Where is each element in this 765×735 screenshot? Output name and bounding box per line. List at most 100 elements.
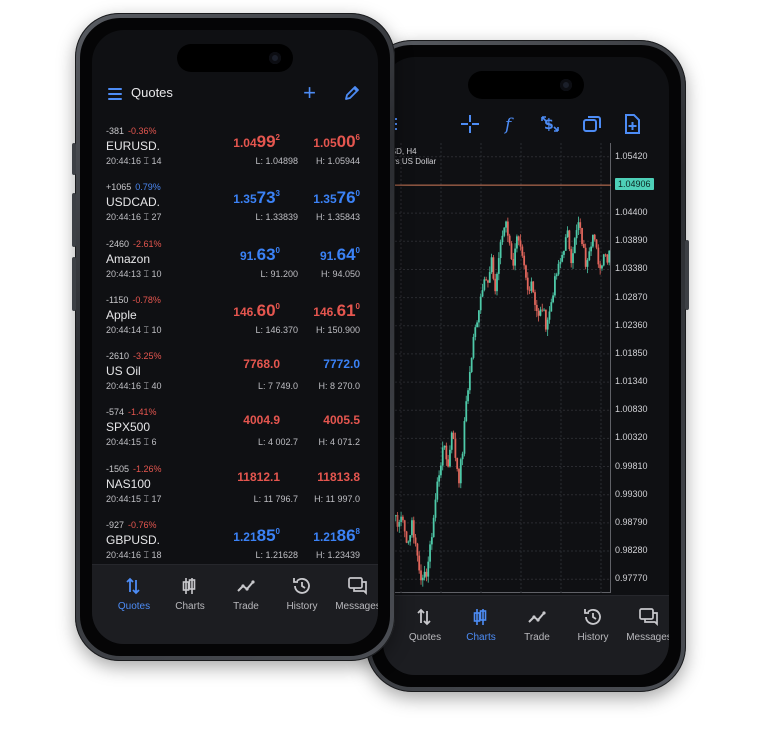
quote-row[interactable]: -2610 -3.25% US Oil 20:44:16 ⌶ 40 7768.0 7772… [92, 347, 378, 403]
quote-row[interactable]: -1505 -1.26% NAS100 20:44:15 ⌶ 17 11812.1 118… [92, 460, 378, 516]
tab-history[interactable]: History [274, 575, 330, 612]
tab-charts[interactable]: Charts [162, 575, 218, 612]
tab-trade[interactable]: Trade [218, 575, 274, 612]
messages-icon [621, 606, 669, 628]
candle-up [559, 261, 562, 264]
price-tick-label: 1.00320 [615, 432, 648, 443]
price-tick-label: 1.01340 [615, 376, 648, 387]
quote-row[interactable]: -381 -0.36% EURUSD. 20:44:16 ⌶ 14 1.04992 1.0… [92, 122, 378, 178]
price-tick-label: 1.02360 [615, 319, 648, 330]
tab-label: History [286, 601, 318, 612]
symbol-name: USDCAD. [106, 195, 161, 210]
new-order-icon[interactable] [621, 113, 643, 135]
phone-quotes: Quotes + -381 -0.36% EURUSD. 20:44:16 ⌶ 14 1… [72, 13, 395, 661]
candle-up [497, 258, 500, 274]
dollar-arrows-icon[interactable]: $ [539, 113, 561, 135]
candle-down [492, 257, 495, 279]
candles-icon [162, 575, 218, 597]
change-info: -381 -0.36% [106, 126, 157, 136]
tab-trade[interactable]: Trade [509, 606, 565, 643]
change-points: -927 [106, 520, 125, 531]
quotes-tab-bar: Quotes Charts Trade History Messages [92, 564, 378, 644]
change-percent: -2.61% [133, 238, 162, 249]
function-icon[interactable]: f [499, 113, 521, 135]
ask-price-pips: 00 [336, 132, 356, 151]
candle-down [537, 311, 540, 316]
candle-up [436, 481, 439, 500]
quote-row[interactable]: -927 -0.76% GBPUSD. 20:44:16 ⌶ 18 1.21850 1.2… [92, 516, 378, 572]
candle-down [525, 265, 527, 278]
current-price-tag: 1.04906 [615, 178, 654, 191]
tab-messages[interactable]: Messages [330, 575, 378, 612]
candle-down [405, 531, 408, 543]
candle-down [534, 292, 536, 305]
spread-icon: ⌶ [141, 324, 152, 335]
trend-line-icon [509, 606, 565, 628]
ask-price-fraction: 0 [355, 301, 360, 311]
candle-up [488, 272, 491, 283]
quote-time: 20:44:16 [106, 550, 142, 561]
menu-icon[interactable] [108, 88, 122, 100]
price-tick-label: 1.00830 [615, 404, 648, 415]
camera-icon [269, 52, 281, 64]
bid-price-fraction: 2 [275, 133, 280, 142]
candle-down [521, 246, 524, 256]
tab-label: Quotes [408, 632, 442, 643]
candle-down [414, 537, 417, 544]
price-tick-label: 1.04400 [615, 207, 648, 218]
plus-icon[interactable]: + [303, 80, 316, 105]
spread-value: 14 [151, 156, 162, 166]
change-percent: -0.76% [128, 520, 157, 531]
candle-down [458, 468, 460, 484]
candle-down [579, 222, 582, 228]
candle-up [575, 230, 578, 239]
change-points: -574 [106, 407, 125, 418]
arrows-updown-icon [106, 575, 162, 597]
tab-quotes[interactable]: Quotes [106, 575, 162, 612]
candle-down [402, 516, 404, 521]
quote-meta: 20:44:16 ⌶ 14 [106, 156, 161, 167]
charts-screen: f $ USD, H4 o vs US Dollar 1. [383, 57, 669, 675]
spread-icon: ⌶ [141, 381, 152, 392]
quote-meta: 20:44:15 ⌶ 17 [106, 494, 161, 505]
change-info: -574 -1.41% [106, 407, 157, 417]
quote-row[interactable]: +1065 0.79% USDCAD. 20:44:16 ⌶ 27 1.35733 1.3… [92, 178, 378, 234]
candle-up [411, 520, 413, 536]
quote-row[interactable]: -1150 -0.78% Apple 20:44:14 ⌶ 10 146.600 146.… [92, 291, 378, 347]
bid-price-pips: 60 [256, 300, 276, 320]
price-tick-label: 1.02870 [615, 291, 648, 302]
price-chart[interactable]: USD, H4 o vs US Dollar [383, 143, 611, 593]
pencil-icon[interactable] [343, 84, 361, 102]
candles-icon [453, 606, 509, 628]
ask-price-pips: 61 [336, 300, 356, 320]
bid-price: 11812.1 [237, 470, 280, 484]
bid-price: 1.21850 [233, 526, 280, 546]
candlestick-plot[interactable] [383, 143, 611, 593]
candle-down [425, 571, 428, 577]
tab-label: Messages [626, 632, 669, 643]
candle-down [570, 249, 573, 264]
day-low: L: 1.04898 [255, 156, 298, 166]
tab-history[interactable]: History [565, 606, 621, 643]
quote-row[interactable]: -2460 -2.61% Amazon 20:44:13 ⌶ 10 91.630 91.6… [92, 235, 378, 291]
quote-row[interactable]: -574 -1.41% SPX500 20:44:15 ⌶ 6 4004.9 4005.5… [92, 403, 378, 459]
chart-header: USD, H4 o vs US Dollar [385, 147, 436, 167]
candle-up [427, 561, 430, 577]
bid-price-prefix: 1.35 [233, 192, 257, 207]
candle-up [450, 432, 453, 450]
price-tick-label: 0.99300 [615, 488, 648, 499]
quote-meta: 20:44:13 ⌶ 10 [106, 269, 161, 280]
change-points: -2610 [106, 351, 130, 362]
tab-charts[interactable]: Charts [453, 606, 509, 643]
candle-up [590, 246, 592, 252]
ask-price-prefix: 91. [319, 248, 337, 263]
candle-down [445, 445, 448, 460]
tab-quotes[interactable]: Quotes [397, 606, 453, 643]
camera-icon [560, 79, 572, 91]
tab-messages[interactable]: Messages [621, 606, 669, 643]
windows-icon[interactable] [581, 113, 603, 135]
candle-up [564, 237, 567, 251]
change-percent: -1.41% [128, 407, 157, 418]
crosshair-icon[interactable] [459, 113, 481, 135]
candle-down [544, 309, 547, 330]
